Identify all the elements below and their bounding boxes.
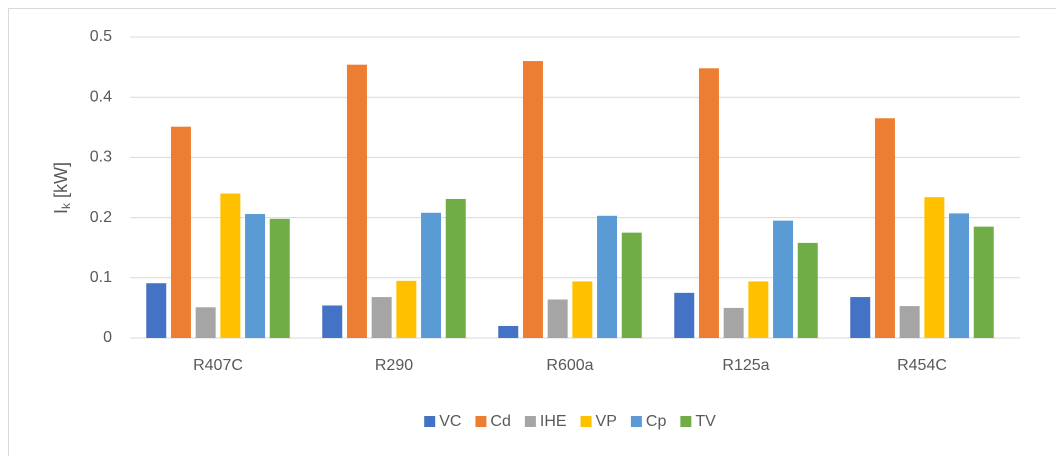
bar	[773, 220, 794, 338]
bar	[698, 68, 719, 338]
x-tick-label: R600a	[546, 357, 593, 374]
y-label-main: I	[51, 209, 71, 214]
bar	[322, 305, 343, 338]
legend-swatch	[524, 416, 536, 427]
y-tick-label: 0.5	[90, 28, 112, 45]
bar	[498, 325, 519, 338]
bar	[445, 198, 466, 338]
y-tick-label: 0.4	[90, 88, 112, 105]
bar	[850, 297, 871, 338]
bar	[245, 213, 266, 338]
y-label-sub: k	[59, 202, 73, 209]
x-tick-label: R407C	[193, 357, 243, 374]
bar	[220, 193, 241, 338]
bar	[723, 307, 744, 338]
bar	[371, 297, 392, 338]
bar	[547, 299, 568, 338]
bar	[973, 226, 994, 338]
bar	[874, 118, 895, 339]
legend-swatch	[580, 416, 592, 427]
bar	[597, 215, 618, 338]
bar	[924, 197, 945, 338]
legend-label: Cp	[646, 413, 667, 430]
legend-label: VP	[596, 413, 617, 430]
bar	[269, 218, 290, 338]
bar	[899, 306, 920, 338]
legend-label: IHE	[540, 413, 567, 430]
bar	[195, 307, 216, 338]
bar	[522, 61, 543, 339]
bar	[797, 242, 818, 338]
bar	[146, 283, 167, 338]
y-label-unit: [kW]	[51, 162, 71, 203]
x-tick-label: R290	[375, 357, 413, 374]
bar	[396, 280, 417, 338]
x-tick-label: R454C	[897, 357, 947, 374]
bar	[421, 212, 442, 338]
y-axis-label: Ik [kW]	[51, 162, 73, 214]
bar	[674, 292, 695, 338]
y-tick-label: 0.2	[90, 209, 112, 226]
legend-swatch	[424, 416, 436, 427]
bar	[748, 281, 769, 338]
y-tick-label: 0	[103, 329, 112, 346]
legend-label: TV	[695, 413, 716, 430]
y-tick-label: 0.1	[90, 269, 112, 286]
legend-swatch	[680, 416, 692, 427]
legend-swatch	[630, 416, 642, 427]
bar	[346, 64, 367, 338]
bar	[949, 213, 970, 338]
bar	[170, 126, 191, 338]
bar	[621, 232, 642, 338]
bar	[572, 281, 593, 338]
legend-label: VC	[439, 413, 461, 430]
y-tick-label: 0.3	[90, 149, 112, 166]
legend-label: Cd	[490, 413, 510, 430]
legend-swatch	[475, 416, 487, 427]
x-tick-label: R125a	[722, 357, 769, 374]
